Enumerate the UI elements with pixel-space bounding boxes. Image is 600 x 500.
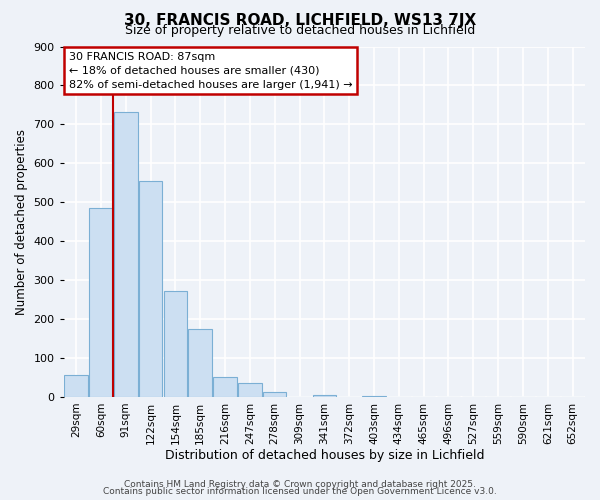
Bar [213, 378, 237, 397]
Text: Size of property relative to detached houses in Lichfield: Size of property relative to detached ho… [125, 24, 475, 37]
Bar [64, 375, 88, 397]
Bar [164, 291, 187, 397]
Bar [238, 384, 262, 397]
Bar [114, 112, 137, 397]
Text: 30 FRANCIS ROAD: 87sqm
← 18% of detached houses are smaller (430)
82% of semi-de: 30 FRANCIS ROAD: 87sqm ← 18% of detached… [69, 52, 353, 90]
Y-axis label: Number of detached properties: Number of detached properties [15, 128, 28, 314]
Text: Contains HM Land Registry data © Crown copyright and database right 2025.: Contains HM Land Registry data © Crown c… [124, 480, 476, 489]
Bar [362, 396, 386, 397]
Bar [263, 392, 286, 397]
Text: Contains public sector information licensed under the Open Government Licence v3: Contains public sector information licen… [103, 488, 497, 496]
Bar [188, 329, 212, 397]
Bar [313, 395, 336, 397]
X-axis label: Distribution of detached houses by size in Lichfield: Distribution of detached houses by size … [164, 450, 484, 462]
Bar [89, 208, 113, 397]
Bar [139, 181, 163, 397]
Text: 30, FRANCIS ROAD, LICHFIELD, WS13 7JX: 30, FRANCIS ROAD, LICHFIELD, WS13 7JX [124, 12, 476, 28]
